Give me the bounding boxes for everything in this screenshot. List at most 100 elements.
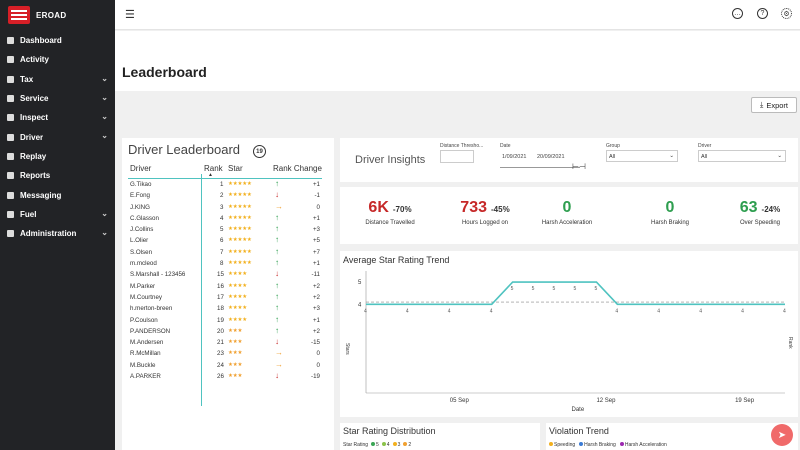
data-label: 4 <box>699 308 702 314</box>
star-rating: ★★★ <box>228 373 243 380</box>
feedback-fab-button[interactable]: ➤ <box>771 424 793 446</box>
driver-name: S.Olsen <box>130 248 153 256</box>
sidebar-item-reports[interactable]: Reports <box>0 166 115 185</box>
table-row[interactable]: S.Marshall - 123456 15 ★★★★ ↓ -11 <box>128 269 328 280</box>
sidebar-item-activity[interactable]: Activity <box>0 50 115 69</box>
export-button[interactable]: ⤓ Export <box>751 97 797 113</box>
brand[interactable]: EROAD <box>0 0 115 30</box>
arrow-down-icon: ↓ <box>275 190 279 200</box>
sidebar-item-driver[interactable]: Driver ⌄ <box>0 127 115 146</box>
col-rank[interactable]: Rank <box>204 164 223 173</box>
legend-label: 4 <box>386 442 390 448</box>
leaderboard-badge-icon[interactable]: 19 <box>253 145 266 158</box>
rank-change: +1 <box>312 316 320 324</box>
violation-title: Violation Trend <box>549 426 609 436</box>
sidebar-item-service[interactable]: Service ⌄ <box>0 89 115 108</box>
kpi-value: 63 <box>739 199 758 216</box>
legend-item[interactable]: 2 <box>403 442 411 448</box>
table-row[interactable]: S.Olsen 7 ★★★★★ ↑ +7 <box>128 247 328 258</box>
driver-select[interactable]: All ⌄ <box>698 150 786 162</box>
table-row[interactable]: P.ANDERSON 20 ★★★ ↑ +2 <box>128 326 328 337</box>
sidebar-item-tax[interactable]: Tax ⌄ <box>0 70 115 89</box>
sidebar-item-messaging[interactable]: Messaging <box>0 185 115 204</box>
sidebar-item-replay[interactable]: Replay <box>0 147 115 166</box>
table-row[interactable]: P.Coulson 19 ★★★★ ↑ +1 <box>128 315 328 326</box>
violation-legend: Speeding Harsh Braking Harsh Acceleration <box>549 442 671 448</box>
table-row[interactable]: A.PARKER 26 ★★★ ↓ -19 <box>128 371 328 382</box>
truck-icon <box>7 95 14 103</box>
table-row[interactable]: M.Buckle 24 ★★★ → 0 <box>128 360 328 371</box>
legend-item[interactable]: Speeding <box>549 442 575 448</box>
arrow-down-icon: ↓ <box>275 337 279 347</box>
table-row[interactable]: E.Fong 2 ★★★★★ ↓ -1 <box>128 190 328 201</box>
legend-item[interactable]: 3 <box>392 442 400 448</box>
driver-name: C.Glasson <box>130 214 159 222</box>
table-row[interactable]: G.Tikao 1 ★★★★★ ↑ +1 <box>128 179 328 190</box>
star-rating: ★★★★ <box>228 305 247 312</box>
header-divider <box>128 178 322 179</box>
chart-icon <box>7 75 14 83</box>
distance-threshold-input[interactable] <box>440 150 474 163</box>
table-row[interactable]: M.Parker 16 ★★★★ ↑ +2 <box>128 281 328 292</box>
kpi-value-line: 0 <box>532 199 602 217</box>
legend-item[interactable]: Harsh Acceleration <box>619 442 667 448</box>
date-to[interactable]: 20/09/2021 <box>537 154 565 160</box>
legend-item[interactable]: 5 <box>371 442 379 448</box>
star-rating: ★★★★★ <box>228 203 252 210</box>
legend-item[interactable]: 4 <box>381 442 390 448</box>
driver-rank: 17 <box>217 293 224 301</box>
table-row[interactable]: J.Collins 5 ★★★★★ ↑ +3 <box>128 224 328 235</box>
sort-up-icon[interactable]: ▲ <box>208 172 213 178</box>
arrow-up-icon: ↑ <box>275 258 279 268</box>
table-row[interactable]: R.McMillan 23 ★★★ → 0 <box>128 348 328 359</box>
arrow-down-icon: ↓ <box>275 371 279 381</box>
date-slider-handle[interactable]: ⊢⊣ <box>572 162 586 171</box>
table-row[interactable]: M.Courtney 17 ★★★★ ↑ +2 <box>128 292 328 303</box>
kpi-label: Harsh Acceleration <box>541 220 593 226</box>
x-axis-label: Date <box>572 407 585 413</box>
rank-change: +2 <box>312 327 320 335</box>
col-rank-change[interactable]: Rank Change <box>273 164 322 173</box>
col-star[interactable]: Star <box>228 164 243 173</box>
kpi-distance-travelled: 6K -70% Distance Travelled <box>355 199 425 226</box>
legend-dot <box>619 442 624 446</box>
sidebar-item-dashboard[interactable]: Dashboard <box>0 31 115 50</box>
date-slider-track <box>500 167 580 168</box>
sidebar-item-label: Tax <box>20 74 34 84</box>
legend-label: 5 <box>376 442 379 448</box>
grid-icon <box>7 37 14 45</box>
table-row[interactable]: J.KING 3 ★★★★★ → 0 <box>128 202 328 213</box>
settings-icon[interactable]: ⚙ <box>781 8 792 19</box>
help-icon[interactable]: ? <box>757 8 768 19</box>
violation-trend-card: Violation Trend Speeding Harsh Braking Har… <box>546 423 798 450</box>
rank-change: -19 <box>311 373 320 381</box>
table-row[interactable]: L.Olier 6 ★★★★★ ↑ +5 <box>128 235 328 246</box>
date-from[interactable]: 1/09/2021 <box>502 154 527 160</box>
export-label: Export <box>766 100 788 110</box>
page-title: Leaderboard <box>122 64 207 80</box>
sidebar-item-fuel[interactable]: Fuel ⌄ <box>0 205 115 224</box>
driver-rank: 26 <box>217 373 224 381</box>
arrow-up-icon: ↑ <box>275 314 279 324</box>
table-row[interactable]: h.merton-breen 18 ★★★★ ↑ +3 <box>128 303 328 314</box>
group-select[interactable]: All ⌄ <box>606 150 678 162</box>
driver-name: R.McMillan <box>130 350 161 358</box>
sidebar-item-inspect[interactable]: Inspect ⌄ <box>0 108 115 127</box>
chevron-down-icon: ⌄ <box>101 92 108 102</box>
chat-icon[interactable]: … <box>732 8 743 19</box>
table-row[interactable]: C.Glasson 4 ★★★★★ ↑ +1 <box>128 213 328 224</box>
data-label: 5 <box>511 286 514 292</box>
kpi-value-line: 0 <box>635 199 705 217</box>
kpi-harsh-braking: 0 Harsh Braking <box>635 199 705 226</box>
rank-change: -1 <box>314 192 320 200</box>
driver-name: m.mcleod <box>130 260 157 268</box>
menu-toggle-icon[interactable]: ☰ <box>125 9 135 21</box>
col-driver[interactable]: Driver <box>130 164 152 173</box>
sidebar-item-administration[interactable]: Administration ⌄ <box>0 224 115 243</box>
legend-item[interactable]: Harsh Braking <box>579 442 616 448</box>
table-row[interactable]: M.Andersen 21 ★★★ ↓ -15 <box>128 337 328 348</box>
rank-change: +3 <box>312 305 320 313</box>
trend-chart: 454 4 4 45 5 5 5 54 4 4 4 405 Sep 12 Sep 19 SepDateSt… <box>344 271 793 413</box>
table-row[interactable]: m.mcleod 8 ★★★★★ ↑ +1 <box>128 258 328 269</box>
kpi-label: Hours Logged on <box>461 220 509 226</box>
